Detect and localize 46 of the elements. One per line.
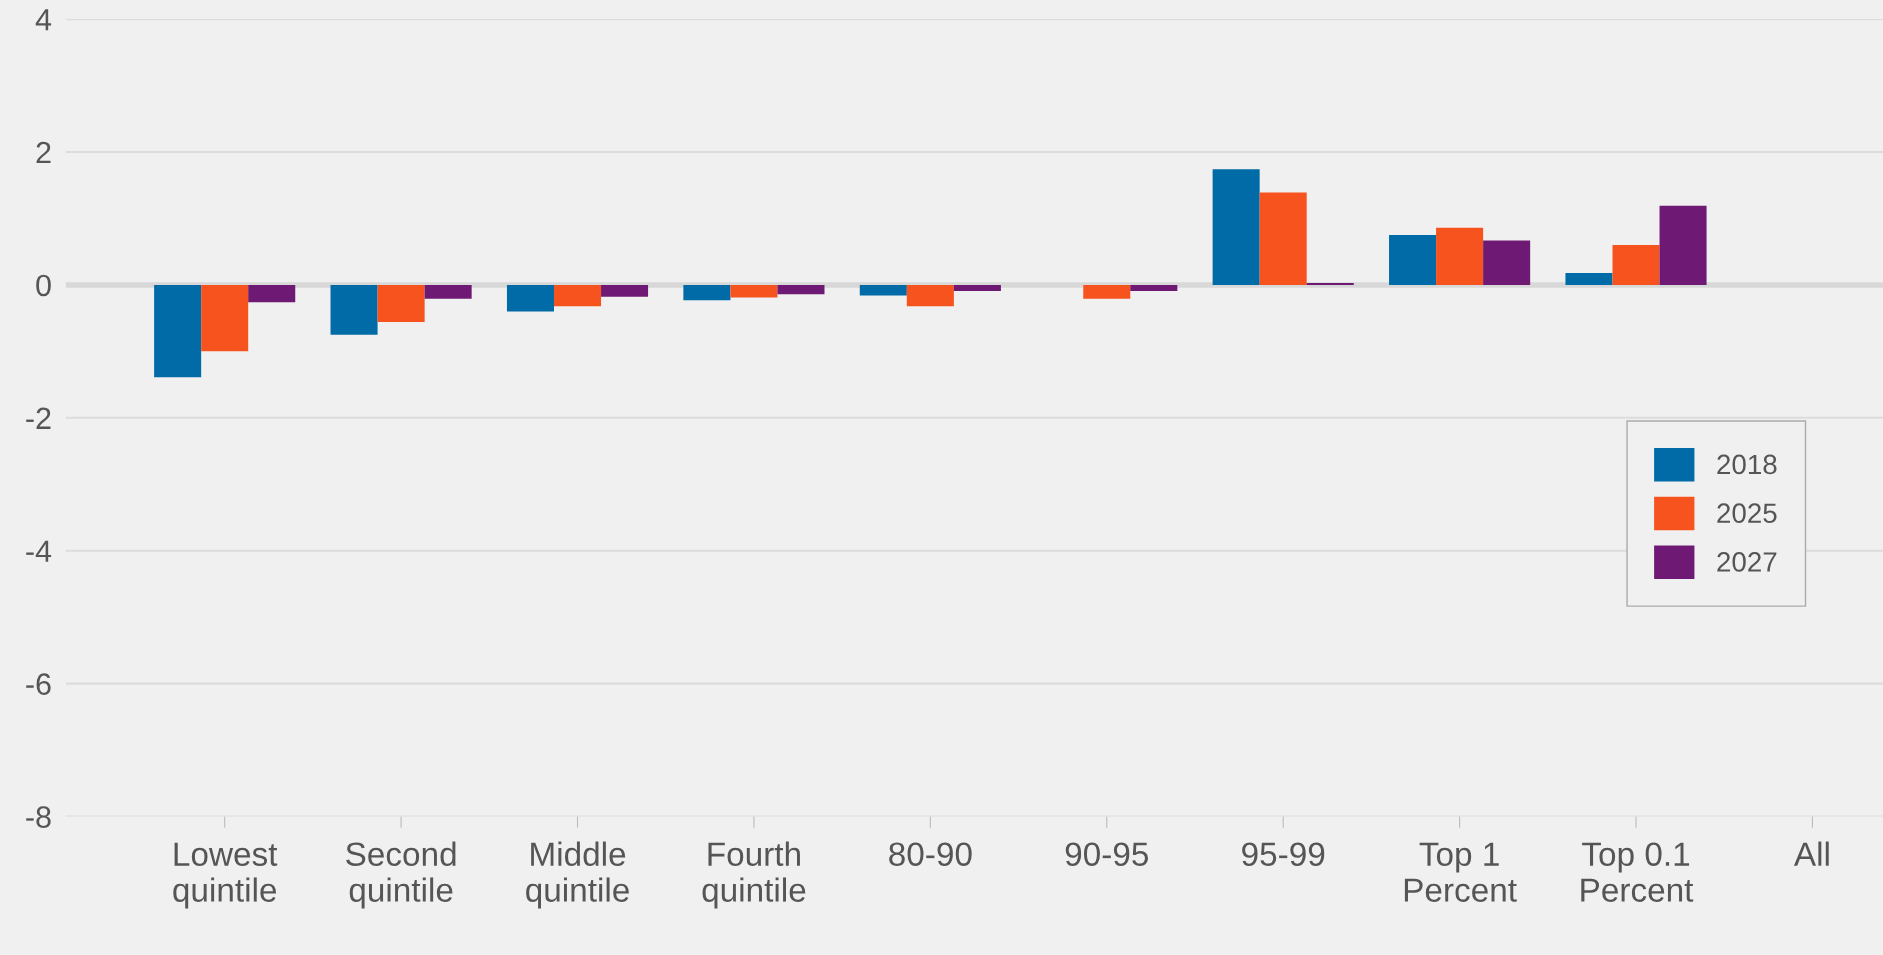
legend-label: 2018 [1717, 454, 1777, 475]
bar [601, 284, 649, 297]
bar [906, 284, 954, 307]
bar [330, 284, 378, 335]
bar [683, 284, 731, 301]
x-tick-label: 90-95 [1065, 842, 1148, 867]
x-tick-label: Lowest quintile [173, 842, 278, 909]
bar [424, 284, 472, 299]
bar [1083, 284, 1131, 299]
bar [201, 284, 249, 352]
bar [1483, 240, 1531, 285]
bar [1306, 282, 1354, 285]
bar [154, 284, 202, 378]
y-tick-label: 2 [36, 141, 51, 164]
x-tick-label: 80-90 [889, 842, 972, 867]
x-tick-label: Middle quintile [526, 841, 629, 909]
y-tick-label: -8 [26, 806, 51, 828]
bar [730, 284, 778, 298]
bar [1259, 192, 1307, 285]
bar [1612, 245, 1660, 285]
bar [1212, 169, 1260, 285]
x-tick-label: Top 1 Percent [1404, 842, 1517, 902]
bar [1130, 284, 1178, 291]
x-tick-label: Second quintile [346, 841, 456, 909]
x-tick-label: Top 0.1 Percent [1581, 842, 1694, 902]
y-tick-label: -2 [26, 407, 51, 429]
bar [953, 284, 1001, 291]
legend-label: 2025 [1717, 503, 1777, 524]
bar [1389, 235, 1437, 285]
y-tick-label: -6 [26, 673, 51, 695]
x-tick-label: 95-99 [1242, 842, 1325, 867]
bar [1659, 205, 1707, 285]
bar [777, 284, 825, 295]
bar [377, 284, 425, 323]
bar [506, 284, 554, 312]
bar [1565, 272, 1613, 285]
x-tick-label: Fourth quintile [702, 841, 806, 909]
bar [248, 284, 296, 303]
bar [859, 284, 907, 296]
y-tick-label: 0 [36, 274, 51, 297]
x-tick-label: All [1793, 841, 1829, 866]
bar [553, 284, 602, 307]
y-tick-label: -4 [26, 540, 52, 562]
y-tick-label: 4 [35, 9, 52, 31]
bar [1436, 227, 1484, 285]
legend-label: 2027 [1717, 552, 1777, 572]
